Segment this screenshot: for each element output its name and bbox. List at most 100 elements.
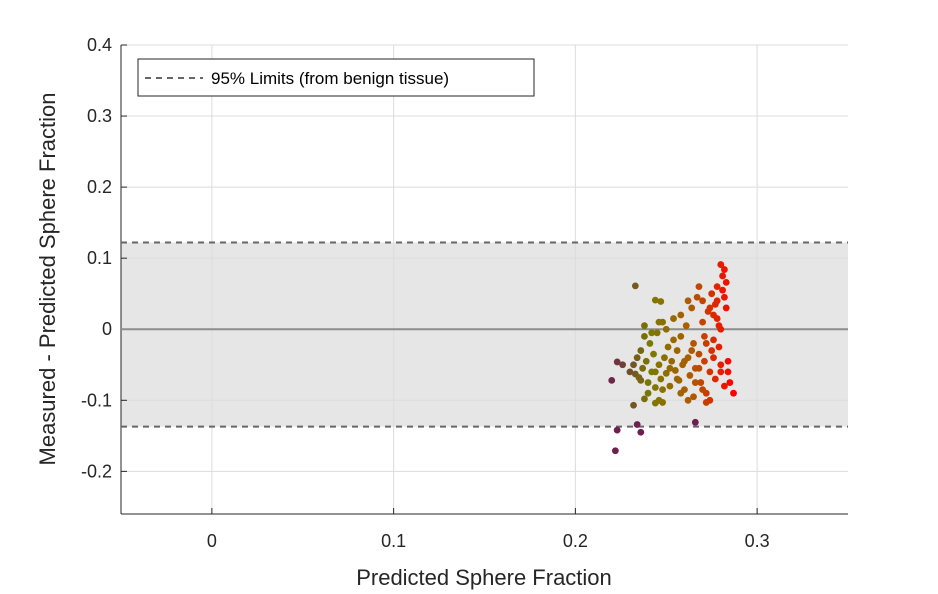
data-point-101 — [695, 364, 703, 372]
data-point-58 — [706, 368, 714, 376]
data-point-112 — [721, 293, 728, 301]
data-point-33 — [661, 354, 668, 362]
data-point-30 — [655, 361, 663, 369]
data-point-59 — [708, 290, 716, 298]
data-point-42 — [677, 332, 685, 340]
data-point-104 — [717, 368, 725, 376]
data-point-6 — [637, 428, 645, 436]
data-point-102 — [702, 340, 710, 347]
data-point-113 — [708, 347, 716, 354]
data-point-107 — [677, 389, 685, 397]
data-point-85 — [695, 283, 703, 291]
legend-box — [137, 58, 535, 97]
data-point-108 — [691, 379, 699, 386]
x-axis-label: Predicted Sphere Fraction — [356, 565, 612, 590]
data-point-1 — [613, 426, 621, 434]
data-point-13 — [651, 296, 659, 304]
data-point-69 — [726, 379, 734, 386]
data-point-66 — [721, 382, 728, 390]
data-point-100 — [688, 347, 696, 354]
x-tick-label-0: 0 — [207, 531, 217, 551]
data-point-95 — [651, 368, 659, 376]
data-point-96 — [659, 386, 667, 394]
data-point-72 — [721, 266, 728, 273]
data-point-76 — [715, 343, 723, 351]
data-point-3 — [613, 358, 621, 366]
data-point-7 — [630, 401, 637, 409]
data-point-75 — [717, 325, 725, 333]
data-point-0 — [611, 447, 619, 455]
data-point-98 — [673, 375, 681, 383]
y-tick-label-1: -0.1 — [81, 390, 112, 410]
data-point-62 — [713, 283, 721, 291]
data-point-21 — [639, 364, 647, 372]
data-point-71 — [717, 261, 725, 268]
data-point-27 — [650, 350, 657, 358]
data-point-39 — [671, 367, 679, 374]
data-point-36 — [666, 382, 674, 390]
x-tick-label-1: 0.1 — [381, 531, 406, 551]
data-point-5 — [633, 421, 641, 428]
data-point-60 — [710, 336, 717, 344]
data-point-22 — [641, 332, 648, 340]
data-point-93 — [637, 377, 645, 384]
y-tick-label-0: -0.2 — [81, 461, 112, 481]
data-point-51 — [693, 293, 701, 301]
data-point-15 — [626, 368, 634, 376]
y-tick-label-3: 0.1 — [87, 248, 112, 268]
data-point-77 — [719, 286, 726, 294]
data-point-78 — [722, 278, 730, 286]
data-point-89 — [662, 325, 670, 333]
data-point-97 — [666, 364, 674, 372]
data-point-11 — [655, 396, 663, 404]
limits-band — [121, 242, 848, 427]
data-point-45 — [682, 322, 690, 330]
x-tick-label-2: 0.2 — [563, 531, 588, 551]
data-point-67 — [722, 304, 730, 312]
data-point-31 — [657, 375, 665, 383]
data-point-87 — [677, 311, 685, 319]
data-point-24 — [644, 379, 652, 386]
legend-entry-limits: 95% Limits (from benign tissue) — [211, 69, 449, 88]
data-point-20 — [637, 347, 645, 354]
data-point-55 — [701, 357, 708, 365]
legend: 95% Limits (from benign tissue) — [137, 58, 535, 97]
data-point-38 — [670, 315, 677, 322]
data-point-2 — [608, 377, 616, 384]
data-point-84 — [699, 386, 706, 394]
y-axis-label: Measured - Predicted Sphere Fraction — [35, 93, 60, 466]
data-point-110 — [706, 304, 714, 312]
y-tick-label-5: 0.3 — [87, 106, 112, 126]
data-point-111 — [713, 315, 721, 322]
data-point-18 — [633, 354, 641, 362]
data-point-54 — [699, 318, 706, 326]
data-point-103 — [710, 354, 717, 362]
plot-area: -0.2 -0.1 0 0.1 0.2 0.3 0.4 0 0.1 0.2 0.3 — [81, 35, 848, 551]
data-point-16 — [630, 361, 637, 369]
data-point-47 — [686, 372, 694, 379]
data-point-91 — [648, 329, 656, 337]
data-point-25 — [646, 340, 654, 347]
data-point-83 — [690, 393, 697, 401]
data-point-92 — [641, 322, 648, 330]
data-point-68 — [724, 368, 732, 376]
data-point-8 — [641, 395, 648, 403]
data-point-12 — [631, 282, 639, 290]
data-point-61 — [711, 375, 719, 383]
data-point-94 — [644, 389, 652, 397]
y-tick-label-2: 0 — [102, 319, 112, 339]
data-point-53 — [697, 379, 705, 386]
data-point-105 — [724, 357, 732, 365]
data-point-99 — [681, 357, 688, 365]
data-point-65 — [719, 272, 726, 280]
data-point-23 — [642, 357, 650, 365]
data-point-86 — [684, 297, 692, 305]
y-tick-label-6: 0.4 — [87, 35, 112, 55]
data-point-114 — [701, 332, 708, 340]
data-point-109 — [699, 297, 706, 305]
data-point-79 — [711, 300, 719, 308]
data-point-88 — [670, 336, 677, 344]
data-point-106 — [684, 396, 692, 404]
x-tick-label-3: 0.3 — [745, 531, 770, 551]
